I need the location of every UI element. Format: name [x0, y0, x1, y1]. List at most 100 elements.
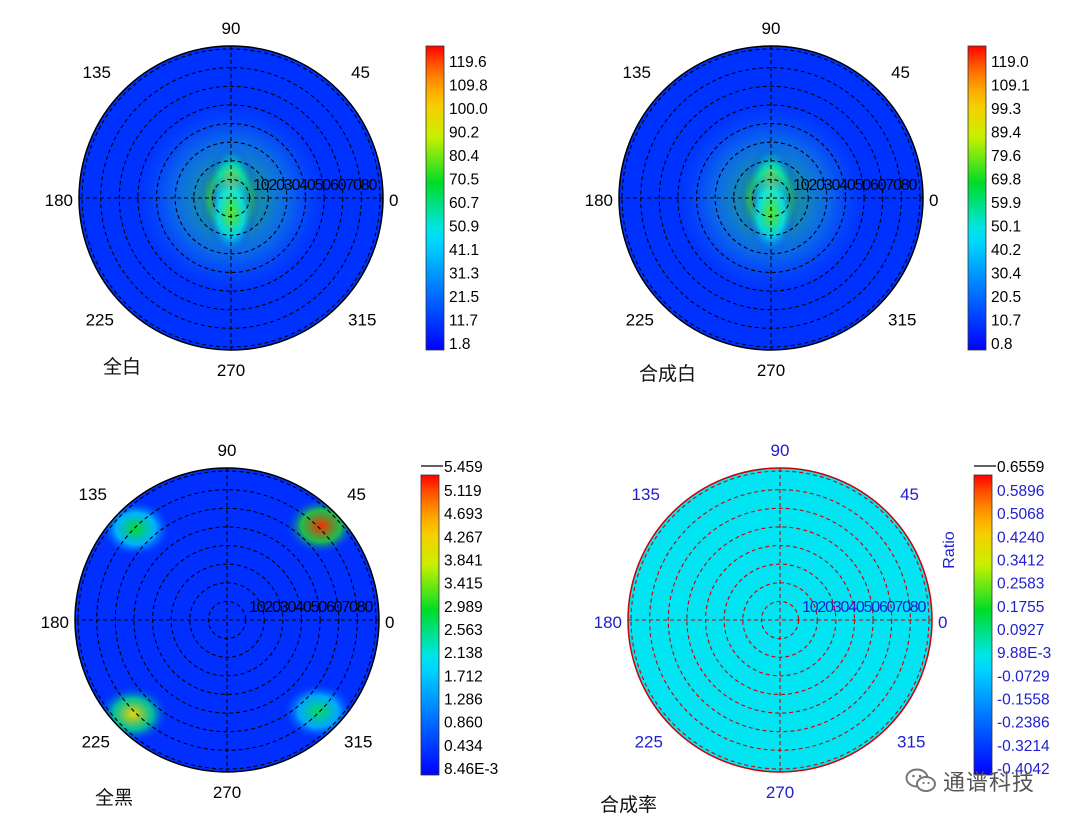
angle-label-225: 225 [82, 733, 110, 752]
polar-grid [628, 468, 932, 772]
colorbar-gradient [973, 474, 993, 776]
angle-label-180: 180 [45, 191, 73, 210]
angle-label-225: 225 [635, 733, 663, 752]
colorbar-tick-label: -0.0729 [997, 668, 1050, 685]
radial-tick-labels: 1020304050607080 [253, 177, 377, 194]
colorbar-gradient [420, 474, 440, 776]
angle-label-315: 315 [344, 733, 372, 752]
colorbar-tick-label: 0.8 [991, 336, 1013, 353]
polar-grid [79, 46, 383, 350]
colorbar-tick-label: 5.119 [444, 483, 482, 500]
angle-label-90: 90 [222, 19, 241, 38]
angle-label-270: 270 [757, 361, 785, 380]
colorbar-tick-label: 2.138 [444, 645, 483, 662]
caption-full-white: 全白 [103, 356, 142, 378]
angle-label-90: 90 [762, 19, 781, 38]
plot-outline [627, 467, 933, 773]
colorbar-tick-label: 1.712 [444, 668, 483, 685]
radial-tick-labels: 1020304050607080 [793, 177, 917, 194]
angle-label-270: 270 [766, 783, 794, 802]
angle-label-135: 135 [83, 63, 111, 82]
plot-outline [74, 467, 380, 773]
colorbar-tick-label: 2.989 [444, 599, 483, 616]
hotspot [747, 171, 795, 256]
grid-ring [667, 507, 893, 733]
angle-label-135: 135 [79, 485, 107, 504]
watermark: 通谱科技 [905, 764, 1035, 798]
grid-ring [170, 563, 284, 677]
caption-full-black: 全黑 [95, 787, 134, 809]
colorbar-tick-label: 0.4240 [997, 529, 1045, 546]
colorbar-tick-label: 0.1755 [997, 599, 1044, 616]
colorbar-tick-label: 1.286 [444, 692, 483, 709]
hotspot [99, 499, 172, 558]
angle-label-90: 90 [218, 441, 237, 460]
colorbar-tick-label: 30.4 [991, 266, 1022, 283]
colorbar-tick-label: 9.88E-3 [997, 645, 1051, 662]
colorbar-tick-label: 4.267 [444, 529, 483, 546]
angle-label-45: 45 [900, 485, 919, 504]
colorbar-gradient [425, 45, 445, 351]
colorbar-tick-label: 4.693 [444, 506, 483, 523]
plot-background [628, 468, 932, 772]
colorbar-tick-label: 11.7 [449, 313, 478, 330]
colorbar-title: Ratio [941, 531, 958, 568]
colorbar-tick-label: 60.7 [449, 195, 479, 212]
angle-label-180: 180 [594, 613, 622, 632]
angle-label-45: 45 [347, 485, 366, 504]
angle-label-180: 180 [41, 613, 69, 632]
colorbar-tick-label: -0.4042 [997, 761, 1050, 778]
colorbar-tick-label: -0.3214 [997, 738, 1050, 755]
colorbar-tick-label: 8.46E-3 [444, 761, 498, 778]
colorbar-tr: 119.0 109.1 99.3 89.4 79.6 69.8 59.9 50.1 40.2 30… [967, 45, 1030, 353]
colorbar-tick-label: 100.0 [449, 101, 488, 118]
angle-label-270: 270 [213, 783, 241, 802]
colorbar-br: 0.5896 0.5068 0.4240 0.3412 0.2583 0.1755 0.09… [941, 459, 1051, 778]
watermark-text: 通谱科技 [943, 771, 1036, 796]
colorbar-gradient [967, 45, 987, 351]
angle-label-135: 135 [623, 63, 651, 82]
polar-grid [619, 46, 923, 350]
colorbar-tl: 119.6 109.8 100.0 90.2 80.4 70.5 60.7 50.9 41.1 3… [425, 45, 488, 353]
angle-label-180: 180 [585, 191, 613, 210]
caption-synth-ratio: 合成率 [600, 794, 658, 816]
polar-plot-tl: 1020304050607080 90 45 0 315 270 225 180 135 [45, 19, 399, 380]
angle-label-315: 315 [897, 733, 925, 752]
polar-plot-tr: 1020304050607080 90 45 0 315 270 225 180 135 [585, 19, 939, 380]
colorbar-tick-label: 79.6 [991, 148, 1021, 165]
colorbar-tick-label: 89.4 [991, 125, 1022, 142]
colorbar-tick-label: -0.2386 [997, 715, 1050, 732]
polar-plot-br: 1020304050607080 90 45 0 315 270 225 180 135 [594, 441, 948, 802]
colorbar-tick-label: 0.0927 [997, 622, 1044, 639]
colorbar-tick-label: -0.1558 [997, 692, 1050, 709]
colorbar-tick-label: 50.1 [991, 219, 1021, 236]
colorbar-tick-label: 0.5068 [997, 506, 1044, 523]
caption-synth-white: 合成白 [639, 363, 697, 385]
colorbar-tick-label: 59.9 [991, 195, 1021, 212]
angle-label-0: 0 [389, 191, 398, 210]
angle-label-315: 315 [888, 311, 916, 330]
radial-tick-labels: 1020304050607080 [802, 599, 926, 616]
hotspot [282, 682, 355, 741]
colorbar-tick-label: 119.0 [991, 54, 1029, 71]
colorbar-tick-label: 109.1 [991, 78, 1030, 95]
angle-label-270: 270 [217, 361, 245, 380]
colorbar-tick-label: 10.7 [991, 313, 1021, 330]
colorbar-tick-label: 3.841 [444, 553, 483, 570]
colorbar-tick-label: 80.4 [449, 148, 480, 165]
angle-label-0: 0 [929, 191, 938, 210]
colorbar-tick-label: 0.2583 [997, 576, 1044, 593]
colorbar-tick-label: 0.3412 [997, 553, 1044, 570]
angle-label-0: 0 [385, 613, 394, 632]
wechat-icon [905, 768, 936, 792]
colorbar-tick-label: 0.434 [444, 738, 483, 755]
hotspot [207, 171, 255, 256]
polar-plot-bl: 1020304050607080 90 45 0 315 270 225 180 135 [41, 441, 395, 802]
colorbar-tick-label: 3.415 [444, 576, 483, 593]
grid-ring [658, 85, 884, 311]
grid-ring [714, 141, 828, 255]
angle-label-45: 45 [891, 63, 910, 82]
colorbar-tick-label: 0.860 [444, 715, 483, 732]
colorbar-tick-label: 119.6 [449, 54, 487, 71]
